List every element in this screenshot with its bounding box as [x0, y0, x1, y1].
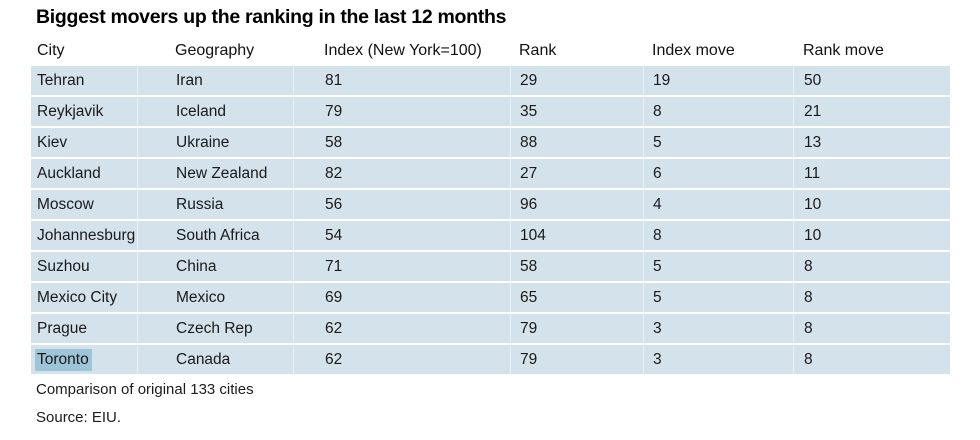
column-header-geography: Geography — [175, 42, 255, 59]
cell-city: Moscow — [37, 195, 94, 213]
cell-geography: Iran — [137, 66, 293, 95]
table-footnote: Comparison of original 133 cities — [36, 381, 254, 398]
cell-index-move: 5 — [643, 252, 793, 281]
cell-geography: Russia — [137, 190, 293, 219]
page-title: Biggest movers up the ranking in the las… — [36, 6, 507, 28]
table-row: Suzhou China 71 58 5 8 — [31, 252, 950, 281]
table-row: Reykjavik Iceland 79 35 8 21 — [31, 97, 950, 126]
source-line: Source: EIU. — [36, 409, 122, 426]
table-row: Moscow Russia 56 96 4 10 — [31, 190, 950, 219]
cell-index-move: 6 — [643, 159, 793, 188]
table-row: Mexico City Mexico 69 65 5 8 — [31, 283, 950, 312]
cell-rank: 35 — [510, 97, 643, 126]
cell-city: Reykjavik — [37, 102, 104, 120]
table-row: Auckland New Zealand 82 27 6 11 — [31, 159, 950, 188]
cell-index: 62 — [293, 345, 510, 374]
cell-index-move: 19 — [643, 66, 793, 95]
table-header-row: City Geography Index (New York=100) Rank… — [31, 40, 950, 62]
table-row: Tehran Iran 81 29 19 50 — [31, 66, 950, 95]
cell-city: Mexico City — [37, 288, 118, 306]
cell-index: 71 — [293, 252, 510, 281]
cell-index: 56 — [293, 190, 510, 219]
cell-index: 58 — [293, 128, 510, 157]
cell-geography: China — [137, 252, 293, 281]
cell-rank: 29 — [510, 66, 643, 95]
cell-rank-move: 13 — [793, 128, 950, 157]
cell-city: Toronto — [31, 345, 137, 374]
table-row: Prague Czech Rep 62 79 3 8 — [31, 314, 950, 343]
cell-rank-move: 8 — [793, 283, 950, 312]
cell-index-move: 3 — [643, 314, 793, 343]
cell-city: Tehran — [37, 71, 85, 89]
cell-rank: 88 — [510, 128, 643, 157]
column-header-city: City — [37, 42, 65, 59]
cell-city: Kiev — [37, 133, 68, 151]
column-header-index: Index (New York=100) — [324, 42, 482, 59]
cell-city: Prague — [37, 319, 87, 337]
cell-geography: Iceland — [137, 97, 293, 126]
cell-index-move: 8 — [643, 97, 793, 126]
cell-index-move: 4 — [643, 190, 793, 219]
cell-index: 81 — [293, 66, 510, 95]
cell-rank-move: 8 — [793, 314, 950, 343]
cell-geography: Ukraine — [137, 128, 293, 157]
column-header-rank: Rank — [519, 42, 557, 59]
cell-city: Suzhou — [37, 257, 90, 275]
cell-city: Johannesburg — [37, 226, 136, 244]
cell-geography: New Zealand — [137, 159, 293, 188]
cell-rank: 27 — [510, 159, 643, 188]
table-row: Johannesburg South Africa 54 104 8 10 — [31, 221, 950, 250]
cell-index-move: 5 — [643, 128, 793, 157]
cell-index: 69 — [293, 283, 510, 312]
cell-index: 62 — [293, 314, 510, 343]
cell-index: 82 — [293, 159, 510, 188]
cell-rank-move: 10 — [793, 221, 950, 250]
cell-index: 79 — [293, 97, 510, 126]
cell-rank-move: 8 — [793, 252, 950, 281]
cell-rank-move: 50 — [793, 66, 950, 95]
cell-rank-move: 21 — [793, 97, 950, 126]
cell-rank-move: 11 — [793, 159, 950, 188]
table-body: Tehran Iran 81 29 19 50 Reykjavik Icelan… — [31, 66, 950, 376]
cell-index-move: 8 — [643, 221, 793, 250]
cell-rank: 58 — [510, 252, 643, 281]
table-row: Kiev Ukraine 58 88 5 13 — [31, 128, 950, 157]
cell-geography: Mexico — [137, 283, 293, 312]
cell-city: Auckland — [37, 164, 101, 182]
cell-rank-move: 8 — [793, 345, 950, 374]
cell-rank-move: 10 — [793, 190, 950, 219]
column-header-index-move: Index move — [652, 42, 735, 59]
cell-index-move: 5 — [643, 283, 793, 312]
column-header-rank-move: Rank move — [803, 42, 884, 59]
cell-rank: 65 — [510, 283, 643, 312]
cell-geography: Canada — [137, 345, 293, 374]
cell-rank: 104 — [510, 221, 643, 250]
cell-rank: 96 — [510, 190, 643, 219]
cell-geography: Czech Rep — [137, 314, 293, 343]
table-row: Toronto Canada 62 79 3 8 — [31, 345, 950, 374]
cell-rank: 79 — [510, 345, 643, 374]
cell-geography: South Africa — [137, 221, 293, 250]
cell-index-move: 3 — [643, 345, 793, 374]
selected-text-toronto: Toronto — [35, 348, 92, 371]
cell-index: 54 — [293, 221, 510, 250]
cell-rank: 79 — [510, 314, 643, 343]
